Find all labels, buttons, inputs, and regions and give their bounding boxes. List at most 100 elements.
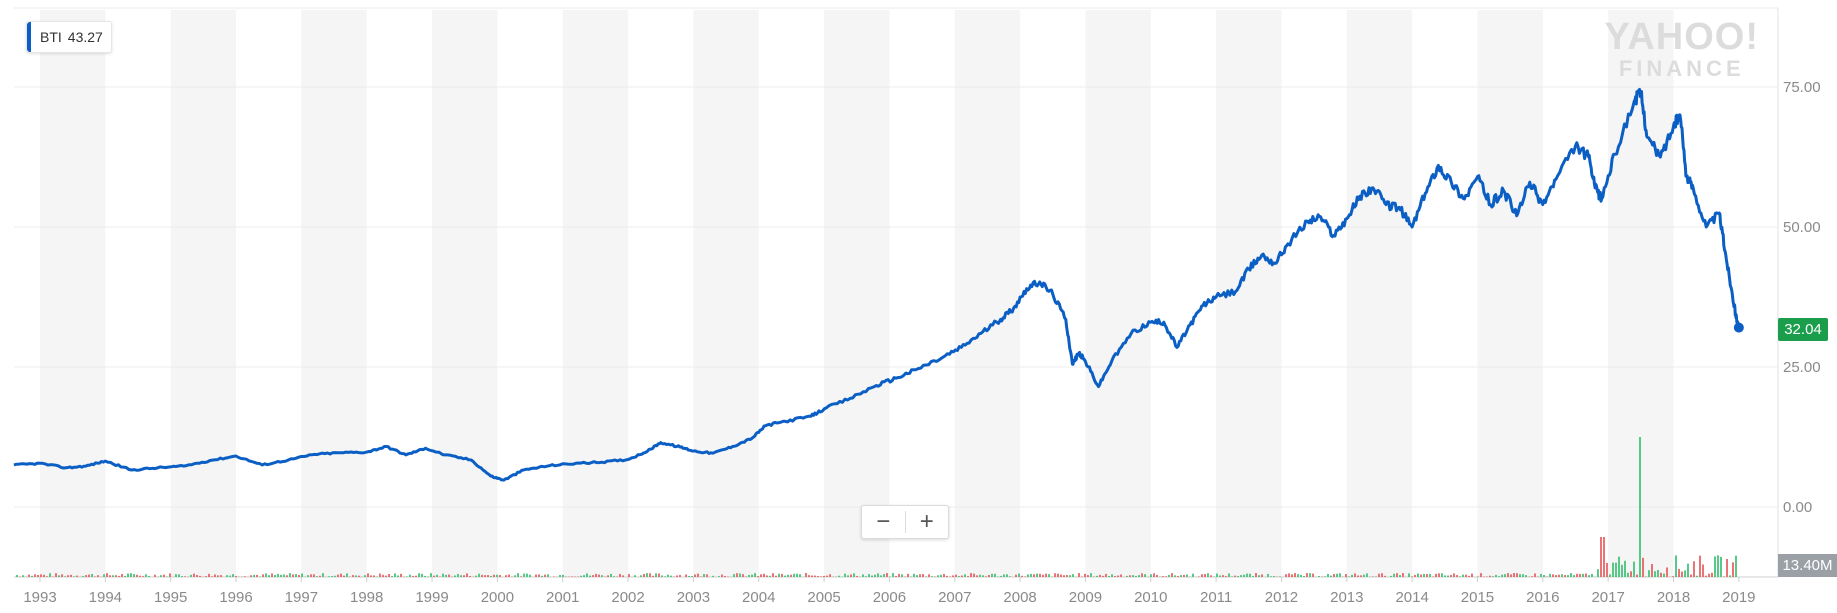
volume-bar xyxy=(1393,573,1395,577)
volume-bar xyxy=(1444,575,1446,577)
volume-bar xyxy=(412,575,414,577)
volume-bar xyxy=(1705,575,1707,577)
volume-bar xyxy=(514,575,516,577)
volume-bar xyxy=(766,575,768,577)
volume-bar xyxy=(271,573,273,577)
volume-bar xyxy=(160,575,162,577)
volume-bar xyxy=(1678,568,1680,577)
volume-bar xyxy=(976,575,978,577)
volume-bar xyxy=(1441,573,1443,577)
y-tick-label: 0.00 xyxy=(1783,499,1812,516)
volume-bar xyxy=(943,573,945,577)
volume-bar xyxy=(1306,573,1308,577)
volume-bar xyxy=(292,574,294,577)
volume-bar xyxy=(1048,574,1050,577)
volume-bar xyxy=(1666,567,1668,577)
volume-badge: 13.40M xyxy=(1778,554,1837,577)
volume-bar xyxy=(1390,575,1392,577)
volume-bar xyxy=(838,575,840,577)
volume-bar xyxy=(76,575,78,577)
volume-bar xyxy=(1495,574,1497,577)
volume-bar xyxy=(1090,573,1092,577)
volume-bar xyxy=(688,576,690,577)
volume-bar xyxy=(1183,574,1185,577)
volume-bar xyxy=(1000,575,1002,577)
y-tick-label: 50.00 xyxy=(1783,219,1821,236)
volume-bar xyxy=(1657,569,1659,577)
volume-bar xyxy=(1672,576,1674,577)
volume-bar xyxy=(1030,573,1032,577)
volume-bar xyxy=(1549,573,1551,577)
volume-bar xyxy=(607,575,609,577)
volume-bar xyxy=(760,574,762,577)
volume-bar xyxy=(685,574,687,577)
volume-bar xyxy=(385,575,387,577)
volume-bar xyxy=(1057,573,1059,577)
volume-bar xyxy=(1570,573,1572,577)
volume-bar xyxy=(886,573,888,577)
volume-bar xyxy=(1564,575,1566,577)
volume-bar xyxy=(1597,569,1599,577)
volume-bar xyxy=(373,575,375,577)
volume-bar xyxy=(775,575,777,577)
volume-bar xyxy=(586,573,588,577)
volume-bar xyxy=(1726,559,1728,577)
volume-bar xyxy=(1627,572,1629,577)
x-tick-label: 1993 xyxy=(23,589,56,606)
volume-bar xyxy=(1171,573,1173,577)
legend[interactable]: BTI 43.27 xyxy=(26,21,112,53)
volume-bar xyxy=(1447,575,1449,577)
volume-bar xyxy=(1348,576,1350,577)
volume-bar xyxy=(1285,574,1287,577)
volume-bar xyxy=(937,575,939,577)
volume-bar xyxy=(745,576,747,577)
volume-bar xyxy=(1243,574,1245,577)
volume-bar xyxy=(1732,562,1734,577)
volume-bar xyxy=(274,575,276,577)
volume-bar xyxy=(913,573,915,577)
volume-bar xyxy=(946,575,948,577)
volume-bar xyxy=(1222,575,1224,577)
volume-bar xyxy=(1735,555,1737,577)
volume-bar xyxy=(922,574,924,577)
volume-bar xyxy=(289,573,291,577)
volume-bar xyxy=(1303,575,1305,577)
volume-bar xyxy=(1600,537,1602,577)
volume-bar xyxy=(43,574,45,577)
volume-bar xyxy=(1027,574,1029,577)
volume-bar xyxy=(808,575,810,577)
volume-bar xyxy=(1060,574,1062,577)
volume-bar xyxy=(1396,573,1398,577)
volume-bar xyxy=(1648,570,1650,577)
volume-bar xyxy=(1270,576,1272,577)
volume-bar xyxy=(1717,555,1719,577)
volume-bar xyxy=(1279,576,1281,577)
year-band xyxy=(432,10,498,577)
volume-bar xyxy=(868,574,870,577)
volume-bar xyxy=(469,576,471,577)
volume-bar xyxy=(1186,574,1188,577)
volume-bar xyxy=(940,574,942,577)
volume-bar xyxy=(1267,573,1269,577)
volume-bar xyxy=(733,574,735,577)
volume-bar xyxy=(583,575,585,577)
volume-bar xyxy=(901,574,903,577)
volume-bar xyxy=(826,575,828,577)
volume-bar xyxy=(505,575,507,577)
volume-bar xyxy=(1633,561,1635,577)
volume-bar xyxy=(1462,574,1464,577)
volume-bar xyxy=(1459,576,1461,577)
volume-bar xyxy=(406,576,408,577)
x-tick-label: 2004 xyxy=(742,589,775,606)
volume-bar xyxy=(1036,573,1038,577)
volume-bar xyxy=(700,576,702,577)
volume-bar xyxy=(1141,573,1143,577)
volume-bar xyxy=(196,575,198,577)
volume-bar xyxy=(37,575,39,577)
x-tick-label: 2011 xyxy=(1200,589,1232,606)
volume-bar xyxy=(178,574,180,577)
zoom-in-button[interactable]: + xyxy=(919,508,934,535)
zoom-out-button[interactable]: − xyxy=(876,508,891,535)
volume-bar xyxy=(1201,574,1203,577)
volume-bar xyxy=(799,574,801,577)
